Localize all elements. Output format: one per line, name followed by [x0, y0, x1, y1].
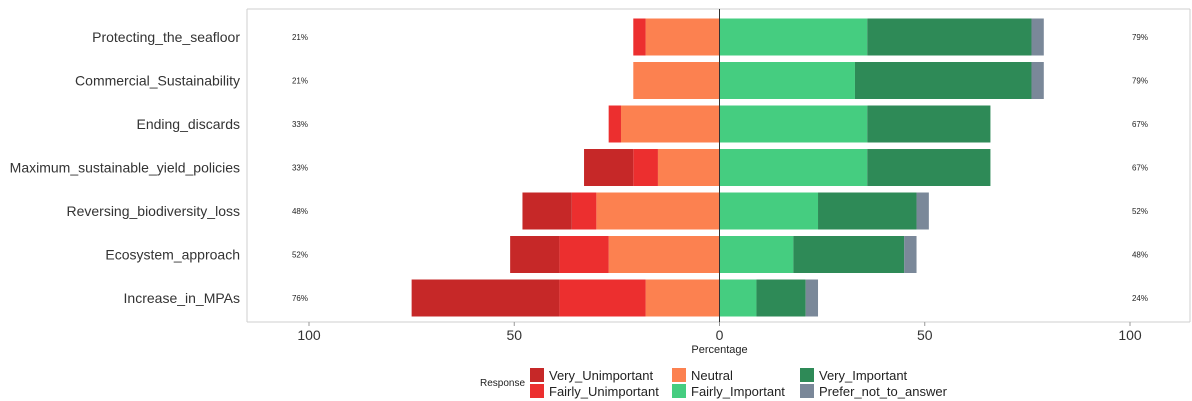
legend-swatch	[672, 384, 686, 398]
category-label: Protecting_the_seafloor	[92, 29, 240, 45]
left-percent-label: 21%	[292, 77, 308, 86]
plot-frame	[246, 8, 1191, 323]
legend-item-fairly-unimportant: Fairly_Unimportant	[530, 384, 659, 399]
bar-neutral	[645, 279, 720, 317]
x-tick-label: 50	[506, 327, 522, 343]
legend-swatch	[530, 368, 544, 382]
bar-neutral	[633, 62, 720, 99]
x-tick-label: 50	[917, 327, 933, 343]
legend-label: Very_Important	[819, 368, 908, 383]
legend-swatch	[672, 368, 686, 382]
bar-very-important	[854, 62, 1032, 99]
legend-swatch	[800, 368, 814, 382]
category-label: Ending_discards	[136, 116, 240, 132]
category-label: Reversing_biodiversity_loss	[66, 203, 240, 219]
x-tick-label: 0	[716, 327, 724, 343]
bar-very-important	[867, 18, 1032, 56]
bar-very-unimportant	[510, 236, 560, 273]
legend-swatch	[800, 384, 814, 398]
labels: Protecting_the_seafloor 21% 79% Commercial_…	[10, 29, 1148, 306]
bar-fairly-unimportant	[559, 236, 609, 273]
left-percent-label: 33%	[292, 120, 308, 129]
bar-fairly-unimportant	[608, 105, 621, 143]
right-percent-label: 48%	[1132, 251, 1148, 260]
right-percent-label: 79%	[1132, 77, 1148, 86]
right-percent-label: 52%	[1132, 207, 1148, 216]
bar-fairly-unimportant	[559, 279, 646, 317]
bar-neutral	[596, 192, 720, 230]
bar-fairly-important	[719, 279, 757, 317]
x-tick-label: 100	[297, 327, 321, 343]
legend-item-fairly-important: Fairly_Important	[672, 384, 785, 399]
left-percent-label: 33%	[292, 164, 308, 173]
bar-prefer-not-to-answer	[805, 279, 819, 317]
bar-fairly-important	[719, 105, 868, 143]
bar-very-unimportant	[522, 192, 572, 230]
bar-prefer-not-to-answer	[1031, 62, 1044, 99]
bar-very-unimportant	[584, 149, 634, 186]
bar-very-important	[818, 192, 917, 230]
bar-prefer-not-to-answer	[1031, 18, 1044, 56]
bar-very-important	[867, 149, 991, 186]
legend-label: Fairly_Unimportant	[549, 384, 659, 399]
bar-neutral	[645, 18, 720, 56]
legend-label: Neutral	[691, 368, 733, 383]
bar-very-unimportant	[411, 279, 560, 317]
left-percent-label: 52%	[292, 251, 308, 260]
left-percent-label: 76%	[292, 294, 308, 303]
bar-fairly-important	[719, 149, 868, 186]
legend-title: Response	[480, 378, 525, 389]
left-percent-label: 21%	[292, 33, 308, 42]
bar-very-important	[867, 105, 991, 143]
bar-fairly-important	[719, 236, 794, 273]
right-percent-label: 67%	[1132, 164, 1148, 173]
legend-item-very-unimportant: Very_Unimportant	[530, 368, 653, 383]
right-percent-label: 67%	[1132, 120, 1148, 129]
category-label: Ecosystem_approach	[105, 247, 240, 263]
legend-label: Prefer_not_to_answer	[819, 384, 948, 399]
bar-fairly-important	[719, 18, 868, 56]
legend-item-prefer-not-to-answer: Prefer_not_to_answer	[800, 384, 948, 399]
bar-fairly-important	[719, 62, 855, 99]
bar-neutral	[657, 149, 720, 186]
bar-very-important	[793, 236, 905, 273]
bar-fairly-unimportant	[633, 149, 658, 186]
legend-item-neutral: Neutral	[672, 368, 733, 383]
category-label: Increase_in_MPAs	[124, 290, 240, 306]
bar-neutral	[620, 105, 720, 143]
legend-item-very-important: Very_Important	[800, 368, 908, 383]
x-tick-label: 100	[1118, 327, 1142, 343]
bar-very-important	[756, 279, 806, 317]
bar-neutral	[608, 236, 720, 273]
x-axis: 100 50 0 50 100 Percentage	[297, 9, 1142, 356]
right-percent-label: 79%	[1132, 33, 1148, 42]
bar-fairly-important	[719, 192, 819, 230]
legend: Response Very_UnimportantFairly_Unimporta…	[480, 368, 948, 399]
bar-prefer-not-to-answer	[904, 236, 917, 273]
category-label: Maximum_sustainable_yield_policies	[10, 160, 240, 176]
x-axis-title: Percentage	[691, 344, 747, 356]
bars	[411, 18, 1044, 317]
legend-label: Fairly_Important	[691, 384, 785, 399]
legend-swatch	[530, 384, 544, 398]
legend-label: Very_Unimportant	[549, 368, 653, 383]
category-label: Commercial_Sustainability	[75, 73, 240, 89]
left-percent-label: 48%	[292, 207, 308, 216]
right-percent-label: 24%	[1132, 294, 1148, 303]
bar-prefer-not-to-answer	[916, 192, 929, 230]
bar-fairly-unimportant	[633, 18, 646, 56]
bar-fairly-unimportant	[571, 192, 597, 230]
